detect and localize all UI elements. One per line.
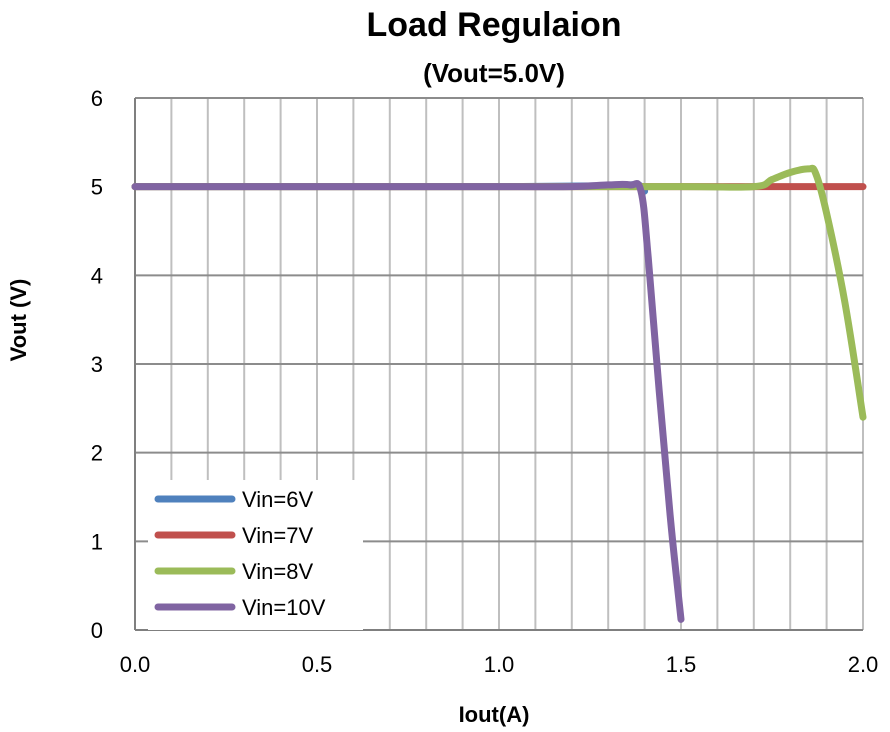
chart-subtitle: (Vout=5.0V) (423, 58, 565, 88)
y-tick-label: 1 (91, 529, 103, 554)
legend: Vin=6V Vin=7V Vin=8V Vin=10V (148, 480, 363, 630)
series-line-4 (131, 180, 685, 623)
y-tick-label: 5 (91, 175, 103, 200)
x-tick-label: 0.5 (302, 652, 333, 677)
x-tick-label: 1.5 (666, 652, 697, 677)
y-tick-label: 0 (91, 618, 103, 643)
chart-title: Load Regulaion (367, 6, 622, 44)
y-tick-label: 6 (91, 86, 103, 111)
legend-label: Vin=10V (242, 595, 326, 620)
x-tick-label: 2.0 (848, 652, 879, 677)
legend-label: Vin=8V (242, 559, 313, 584)
series-lines (131, 164, 867, 623)
x-tick-labels: 0.0 0.5 1.0 1.5 2.0 (120, 652, 879, 677)
legend-label: Vin=7V (242, 523, 313, 548)
y-tick-label: 4 (91, 263, 103, 288)
y-tick-labels: 0 1 2 3 4 5 6 (91, 86, 103, 643)
x-axis-label: Iout(A) (459, 702, 530, 727)
y-tick-label: 3 (91, 352, 103, 377)
y-tick-label: 2 (91, 441, 103, 466)
y-axis-label: Vout (V) (6, 279, 31, 362)
x-tick-label: 0.0 (120, 652, 151, 677)
x-tick-label: 1.0 (484, 652, 515, 677)
legend-label: Vin=6V (242, 487, 313, 512)
